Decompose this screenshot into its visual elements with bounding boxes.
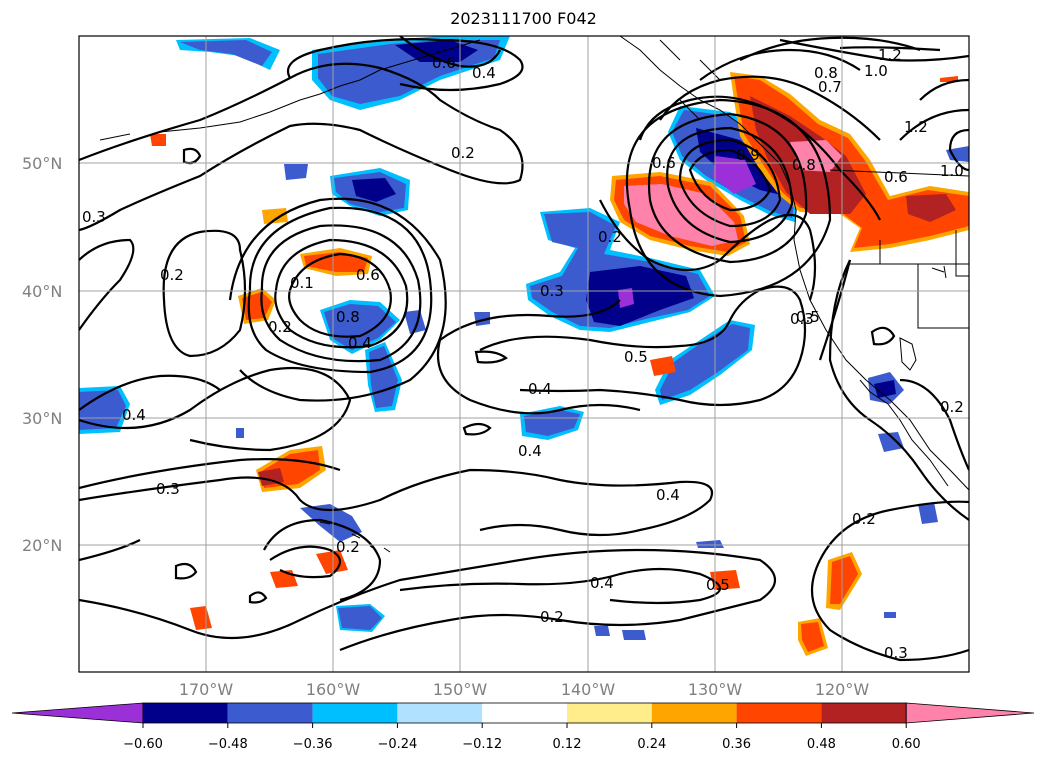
contour-label: 0.8 — [336, 308, 360, 326]
contour-label: 0.2 — [940, 398, 964, 416]
colorbar-tick-label: −0.48 — [208, 737, 248, 752]
contour-label: 0.5 — [624, 348, 648, 366]
contour-label: 0.3 — [540, 282, 564, 300]
contour-label: 0.6 — [652, 154, 676, 172]
colorbar-segment — [736, 703, 822, 723]
lat-label-50n: 50°N — [22, 154, 62, 173]
contour-label: 1.0 — [940, 162, 964, 180]
lon-label-150w: 150°W — [433, 680, 488, 699]
contour-label: 0.4 — [528, 380, 552, 398]
contour-label: 0.2 — [852, 510, 876, 528]
map-area: 1.2 1.0 0.8 0.7 0.6 0.4 0.2 0.3 0.2 0.6 … — [79, 36, 969, 672]
positive-anomaly-fills — [150, 72, 969, 656]
colorbar-tick-label: −0.60 — [123, 737, 163, 752]
contour-label: 0.7 — [818, 78, 842, 96]
lat-label-30n: 30°N — [22, 409, 62, 428]
map-title: 2023111700 F042 — [450, 9, 597, 28]
lat-label-20n: 20°N — [22, 536, 62, 555]
lon-label-120w: 120°W — [815, 680, 870, 699]
contour-label: 0.2 — [336, 538, 360, 556]
lon-label-130w: 130°W — [688, 680, 743, 699]
colorbar-segment — [227, 703, 313, 723]
contour-label: 0.5 — [706, 576, 730, 594]
contour-label: 1.2 — [878, 46, 902, 64]
lon-label-170w: 170°W — [179, 680, 234, 699]
colorbar-segment — [397, 703, 483, 723]
colorbar-segment — [312, 703, 398, 723]
contour-label: 0.2 — [160, 266, 184, 284]
colorbar-segment — [651, 703, 737, 723]
colorbar-segment — [821, 703, 907, 723]
contour-label: 0.8 — [792, 156, 816, 174]
colorbar-tick-label: 0.36 — [722, 737, 751, 752]
contour-label: 1.2 — [904, 118, 928, 136]
contour-label: 0.3 — [790, 310, 814, 328]
colorbar-tick-label: 0.24 — [637, 737, 666, 752]
contour-label: 0.2 — [268, 318, 292, 336]
colorbar-right-extension — [905, 702, 1035, 724]
colorbar: −0.60 −0.48 −0.36 −0.24 −0.12 0.12 0.24 … — [11, 702, 1035, 752]
contour-label: 0.9 — [736, 146, 760, 164]
colorbar-tick-label: −0.24 — [377, 737, 417, 752]
contour-label: 0.6 — [432, 54, 456, 72]
contour-label: 0.1 — [290, 274, 314, 292]
contour-label: 0.8 — [814, 64, 838, 82]
contour-label: 1.0 — [864, 62, 888, 80]
contour-label: 0.4 — [518, 442, 542, 460]
contour-label: 0.5 — [796, 308, 820, 326]
coastlines — [99, 36, 969, 553]
contour-label: 0.4 — [656, 486, 680, 504]
colorbar-segment — [567, 703, 652, 723]
contour-label: 0.2 — [451, 144, 475, 162]
gridlines — [79, 36, 969, 672]
lon-label-140w: 140°W — [561, 680, 616, 699]
colorbar-tick-label: 0.60 — [892, 737, 921, 752]
colorbar-tick-label: −0.36 — [293, 737, 333, 752]
contour-label: 0.2 — [540, 608, 564, 626]
colorbar-tick-label: 0.12 — [553, 737, 582, 752]
map-frame — [78, 35, 970, 673]
contour-label: 0.3 — [156, 480, 180, 498]
contour-label: 0.4 — [472, 64, 496, 82]
contour-label: 0.3 — [82, 208, 106, 226]
lat-label-40n: 40°N — [22, 282, 62, 301]
colorbar-segment — [143, 703, 228, 723]
contour-label: 0.2 — [598, 228, 622, 246]
colorbar-segment — [482, 703, 567, 723]
colorbar-left-extension — [11, 702, 144, 724]
contour-label: 0.6 — [356, 266, 380, 284]
contour-label: 0.4 — [122, 406, 146, 424]
lon-label-160w: 160°W — [306, 680, 361, 699]
colorbar-tick-label: 0.48 — [807, 737, 836, 752]
colorbar-tick-label: −0.12 — [462, 737, 502, 752]
contour-label: 0.4 — [348, 334, 372, 352]
contour-label: 0.3 — [884, 644, 908, 662]
negative-anomaly-fills — [79, 36, 969, 640]
contour-label-group: 1.2 1.0 0.8 0.7 0.6 0.4 0.2 0.3 0.2 0.6 … — [82, 46, 964, 662]
contour-label: 0.6 — [884, 168, 908, 186]
contour-label: 0.4 — [590, 574, 614, 592]
